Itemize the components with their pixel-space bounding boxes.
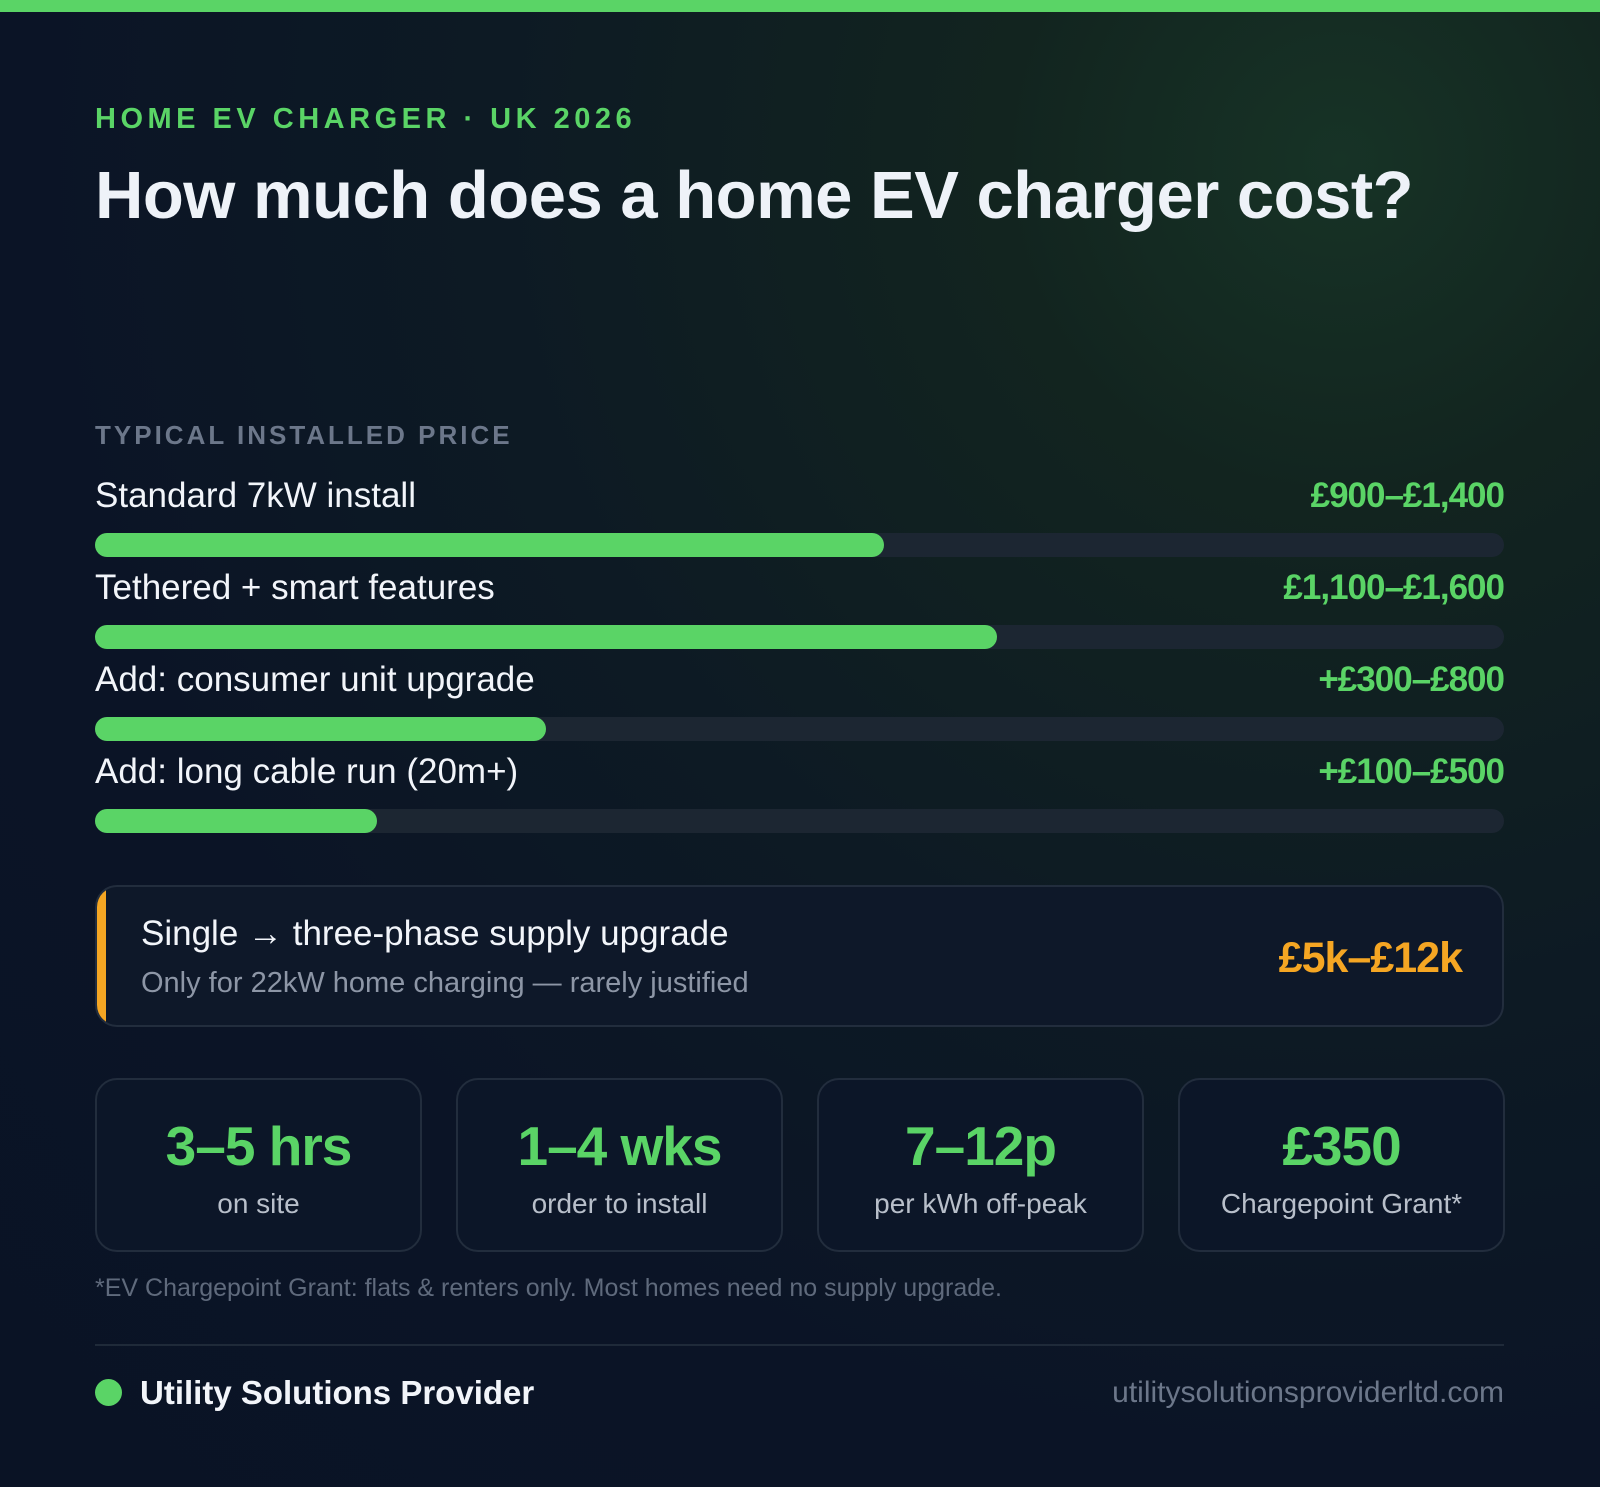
stat-card: 7–12p per kWh off-peak [817, 1078, 1144, 1252]
callout-subtitle: Only for 22kW home charging — rarely jus… [141, 967, 749, 999]
bar-track [95, 809, 1504, 833]
row-label: Add: consumer unit upgrade [95, 660, 535, 699]
footnote: *EV Chargepoint Grant: flats & renters o… [95, 1274, 1002, 1302]
callout-price: £5k–£12k [1278, 934, 1463, 982]
callout: Single → three-phase supply upgrade Only… [95, 885, 1504, 1027]
divider [95, 1344, 1504, 1346]
callout-title: Single → three-phase supply upgrade [141, 914, 729, 953]
stat-label: order to install [531, 1188, 708, 1219]
stat-card: £350 Chargepoint Grant* [1178, 1078, 1505, 1252]
eyebrow: HOME EV CHARGER · UK 2026 [95, 103, 637, 135]
row-price: +£300–£800 [1318, 660, 1505, 699]
stat-label: on site [217, 1188, 300, 1219]
brand: Utility Solutions Provider [140, 1374, 535, 1411]
row-price: +£100–£500 [1318, 752, 1505, 791]
row-price: £1,100–£1,600 [1283, 568, 1505, 607]
stat-value: 7–12p [905, 1115, 1057, 1177]
stat-card: 3–5 hrs on site [95, 1078, 422, 1252]
title: How much does a home EV charger cost? [95, 158, 1414, 233]
bar-track [95, 625, 1504, 649]
stat-value: 3–5 hrs [165, 1115, 353, 1177]
url: utilitysolutionsproviderltd.com [1112, 1376, 1504, 1409]
stat-label: Chargepoint Grant* [1220, 1188, 1463, 1219]
bar-track [95, 533, 1504, 557]
stat-value: £350 [1282, 1115, 1401, 1177]
bar-fill [95, 533, 885, 557]
row-label: Add: long cable run (20m+) [95, 752, 519, 791]
bar-fill [95, 717, 546, 741]
callout-accent [97, 887, 106, 1025]
bar-fill [95, 809, 377, 833]
stat-value: 1–4 wks [517, 1115, 722, 1177]
top-accent [0, 0, 1600, 12]
stat-card: 1–4 wks order to install [456, 1078, 783, 1252]
bar-track [95, 717, 1504, 741]
row-label: Standard 7kW install [95, 476, 416, 515]
brand-dot [95, 1379, 122, 1406]
bar-fill [95, 625, 997, 649]
row-price: £900–£1,400 [1310, 476, 1505, 515]
row-label: Tethered + smart features [95, 568, 495, 607]
section-heading: TYPICAL INSTALLED PRICE [95, 420, 513, 450]
stat-label: per kWh off-peak [874, 1188, 1087, 1219]
